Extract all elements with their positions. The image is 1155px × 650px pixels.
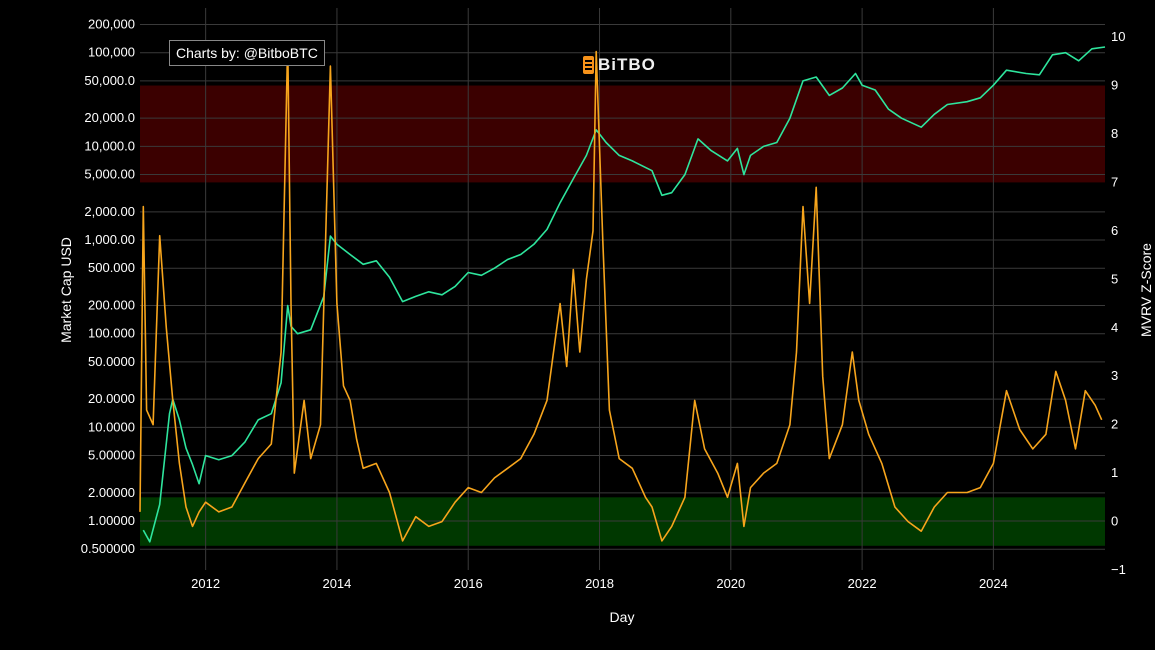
right-tick-label: 10: [1111, 29, 1125, 44]
bitbo-logo-icon: [583, 56, 594, 74]
left-axis-title: Market Cap USD: [58, 237, 74, 343]
left-tick-label: 2.00000: [88, 485, 135, 500]
right-tick-label: 2: [1111, 417, 1118, 432]
x-tick-label: 2018: [585, 576, 614, 591]
right-tick-label: 7: [1111, 174, 1118, 189]
left-tick-label: 100.000: [88, 326, 135, 341]
x-axis-ticks: 2012 2014 2016 2018 2020 2022 2024: [191, 576, 1008, 591]
x-tick-label: 2012: [191, 576, 220, 591]
x-tick-label: 2016: [454, 576, 483, 591]
left-tick-label: 100,000: [88, 45, 135, 60]
left-tick-label: 50,000.0: [84, 73, 135, 88]
zscore-line: [139, 41, 1103, 542]
right-tick-label: 3: [1111, 368, 1118, 383]
left-tick-label: 0.500000: [81, 541, 135, 556]
left-axis-ticks: 200,000 100,000 50,000.0 20,000.0 10,000.0 5,…: [81, 16, 135, 556]
left-tick-label: 10.0000: [88, 419, 135, 434]
brand-logo: BiTBO: [583, 55, 656, 75]
right-tick-label: 0: [1111, 514, 1118, 529]
right-axis-title: MVRV Z-Score: [1138, 243, 1154, 337]
left-tick-label: 5,000.00: [84, 167, 135, 182]
logo-text: BiTBO: [598, 55, 656, 74]
x-tick-label: 2020: [716, 576, 745, 591]
left-tick-label: 50.0000: [88, 354, 135, 369]
gridlines: [140, 8, 1105, 570]
left-tick-label: 1,000.00: [84, 232, 135, 247]
x-tick-label: 2024: [979, 576, 1008, 591]
zone-bands: [140, 85, 1105, 546]
red-zone-band: [140, 85, 1105, 183]
green-zone-band: [140, 497, 1105, 546]
left-tick-label: 2,000.00: [84, 204, 135, 219]
left-tick-label: 500.000: [88, 260, 135, 275]
left-tick-label: 1.00000: [88, 513, 135, 528]
left-tick-label: 200,000: [88, 16, 135, 31]
left-tick-label: 5.00000: [88, 448, 135, 463]
market-cap-line: [142, 46, 1106, 543]
x-tick-label: 2014: [322, 576, 351, 591]
right-tick-label: 1: [1111, 465, 1118, 480]
right-tick-label: −1: [1111, 562, 1126, 577]
attribution-label: Charts by: @BitboBTC: [169, 40, 325, 66]
x-tick-label: 2022: [848, 576, 877, 591]
right-tick-label: 8: [1111, 126, 1118, 141]
x-axis-title: Day: [610, 609, 635, 625]
left-tick-label: 10,000.0: [84, 138, 135, 153]
left-tick-label: 20.0000: [88, 391, 135, 406]
left-tick-label: 200.000: [88, 297, 135, 312]
series-lines: [139, 41, 1106, 543]
right-tick-label: 6: [1111, 223, 1118, 238]
right-tick-label: 9: [1111, 78, 1118, 93]
right-tick-label: 4: [1111, 320, 1118, 335]
right-tick-label: 5: [1111, 271, 1118, 286]
left-tick-label: 20,000.0: [84, 110, 135, 125]
